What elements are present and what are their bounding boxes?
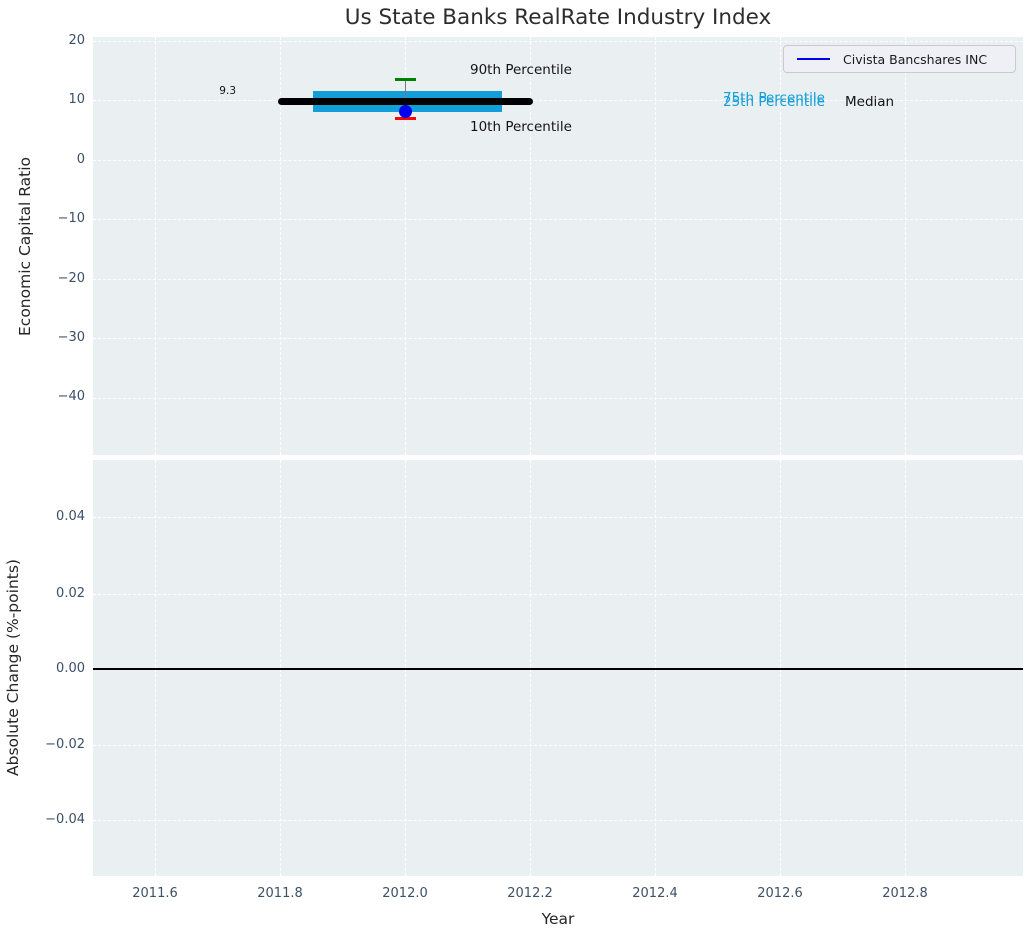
ytick-label: −30 bbox=[57, 330, 85, 345]
gridline bbox=[905, 37, 906, 455]
xtick-label: 2012.6 bbox=[757, 886, 803, 901]
p75-annotation: 75th Percentile bbox=[723, 90, 825, 106]
gridline bbox=[405, 37, 406, 455]
gridline bbox=[93, 100, 1023, 101]
gridline bbox=[93, 338, 1023, 339]
gridline bbox=[93, 41, 1023, 42]
gridline bbox=[655, 37, 656, 455]
gridline bbox=[155, 37, 156, 455]
gridline bbox=[93, 745, 1023, 746]
xtick-label: 2011.8 bbox=[257, 886, 303, 901]
gridline bbox=[93, 594, 1023, 595]
xtick-label: 2012.2 bbox=[507, 886, 553, 901]
legend-label: Civista Bancshares INC bbox=[843, 51, 988, 67]
gridline bbox=[93, 279, 1023, 280]
gridline bbox=[93, 517, 1023, 518]
ytick-label: 0.04 bbox=[56, 509, 85, 524]
p90-cap bbox=[395, 78, 416, 81]
ytick-label: 0.02 bbox=[56, 586, 85, 601]
chart-title: Us State Banks RealRate Industry Index bbox=[344, 5, 772, 30]
top-plot-area bbox=[93, 37, 1023, 455]
zero-change-line bbox=[93, 668, 1023, 670]
legend: Civista Bancshares INC bbox=[783, 45, 1016, 73]
gridline bbox=[93, 398, 1023, 399]
xtick-label: 2012.0 bbox=[382, 886, 428, 901]
p25-annotation: 25th Percentile bbox=[723, 94, 825, 110]
ytick-label: 0.00 bbox=[56, 661, 85, 676]
bottom-plot-area bbox=[93, 460, 1023, 876]
gridline bbox=[93, 219, 1023, 220]
xtick-label: 2012.4 bbox=[632, 886, 678, 901]
company-point bbox=[399, 105, 412, 118]
ytick-label: 20 bbox=[68, 33, 85, 48]
ytick-label: 10 bbox=[68, 92, 85, 107]
gridline bbox=[780, 37, 781, 455]
x-axis-label: Year bbox=[541, 910, 575, 928]
p10-cap bbox=[395, 117, 416, 120]
ytick-label: −20 bbox=[57, 271, 85, 286]
median-line bbox=[278, 98, 533, 105]
ytick-label: −0.04 bbox=[45, 812, 85, 827]
gridline bbox=[93, 160, 1023, 161]
gridline bbox=[280, 37, 281, 455]
p90-annotation: 90th Percentile bbox=[470, 62, 572, 78]
p10-annotation: 10th Percentile bbox=[470, 119, 572, 135]
ytick-label: −10 bbox=[57, 211, 85, 226]
xtick-label: 2012.8 bbox=[882, 886, 928, 901]
legend-line-sample bbox=[797, 57, 830, 61]
gridline bbox=[530, 37, 531, 455]
ytick-label: 0 bbox=[76, 152, 85, 167]
ytick-label: −40 bbox=[57, 389, 85, 404]
gridline bbox=[93, 820, 1023, 821]
median-value-label: 9.3 bbox=[219, 85, 236, 97]
median-annotation: Median bbox=[845, 94, 895, 110]
top-y-axis-label: Economic Capital Ratio bbox=[16, 156, 34, 336]
ytick-label: −0.02 bbox=[45, 737, 85, 752]
xtick-label: 2011.6 bbox=[132, 886, 178, 901]
bottom-y-axis-label: Absolute Change (%-points) bbox=[4, 559, 22, 777]
